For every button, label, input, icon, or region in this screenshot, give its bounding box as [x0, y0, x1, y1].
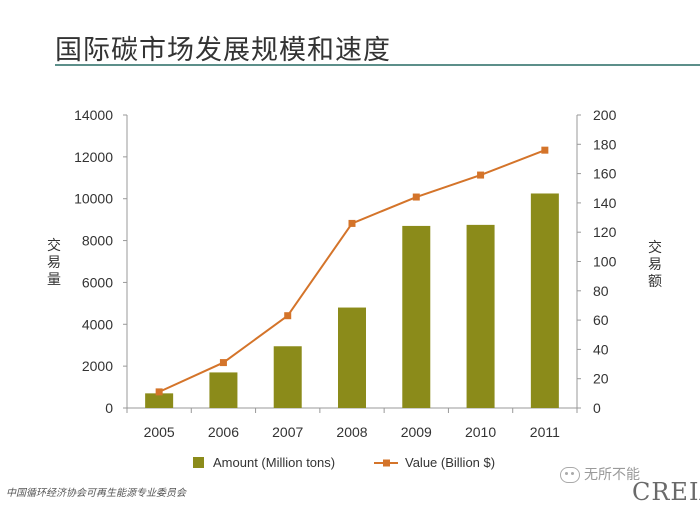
y-right-tick-label: 100 [593, 254, 617, 270]
bar-amount [209, 372, 238, 408]
y-right-tick-label: 40 [593, 341, 609, 357]
bar-amount [145, 393, 174, 408]
y-right-tick-label: 140 [593, 195, 617, 211]
x-tick-label: 2011 [530, 424, 560, 440]
y-left-tick-label: 12000 [74, 149, 113, 165]
right-axis-label: 交易额 [648, 240, 662, 290]
left-axis-label: 交易量 [47, 238, 61, 288]
y-left-tick-label: 4000 [82, 316, 113, 332]
point-value [219, 359, 227, 367]
y-left-tick-label: 2000 [82, 358, 113, 374]
slide-title: 国际碳市场发展规模和速度 [55, 35, 391, 66]
footer-organization: 中国循环经济协会可再生能源专业委员会 [6, 488, 186, 499]
point-value [155, 388, 163, 396]
y-right-tick-label: 20 [593, 371, 609, 387]
y-right-tick-label: 80 [593, 283, 609, 299]
x-tick-label: 2006 [208, 424, 239, 440]
x-tick-label: 2009 [401, 424, 432, 440]
x-tick-label: 2005 [144, 424, 175, 440]
y-left-tick-label: 14000 [74, 107, 113, 123]
logo: CREIA [632, 478, 700, 506]
point-value [412, 193, 420, 201]
y-right-tick-label: 200 [593, 107, 617, 123]
y-right-tick-label: 60 [593, 312, 609, 328]
legend-swatch-amount [193, 457, 204, 468]
watermark: 无所不能 [560, 464, 640, 484]
legend-label-value: Value (Billion $) [405, 455, 495, 470]
bar-amount [466, 224, 495, 408]
y-right-tick-label: 180 [593, 136, 617, 152]
legend-marker-value [383, 459, 390, 467]
y-left-tick-label: 8000 [82, 233, 113, 249]
y-left-tick-label: 6000 [82, 274, 113, 290]
point-value [284, 312, 292, 320]
y-left-tick-label: 0 [105, 400, 113, 416]
legend-label-amount: Amount (Million tons) [213, 455, 335, 470]
point-value [541, 146, 549, 154]
bar-amount [402, 225, 431, 408]
wechat-icon [560, 467, 580, 483]
bar-amount [273, 346, 302, 408]
y-right-tick-label: 0 [593, 400, 601, 416]
x-tick-label: 2008 [336, 424, 367, 440]
watermark-text: 无所不能 [584, 467, 640, 483]
point-value [348, 219, 356, 227]
y-left-tick-label: 10000 [74, 191, 113, 207]
x-tick-label: 2010 [465, 424, 496, 440]
title-rule [55, 64, 700, 66]
point-value [477, 171, 485, 179]
bar-amount [530, 193, 559, 408]
x-tick-label: 2007 [272, 424, 303, 440]
bar-amount [338, 307, 366, 408]
y-right-tick-label: 120 [593, 224, 617, 240]
y-right-tick-label: 160 [593, 166, 617, 182]
